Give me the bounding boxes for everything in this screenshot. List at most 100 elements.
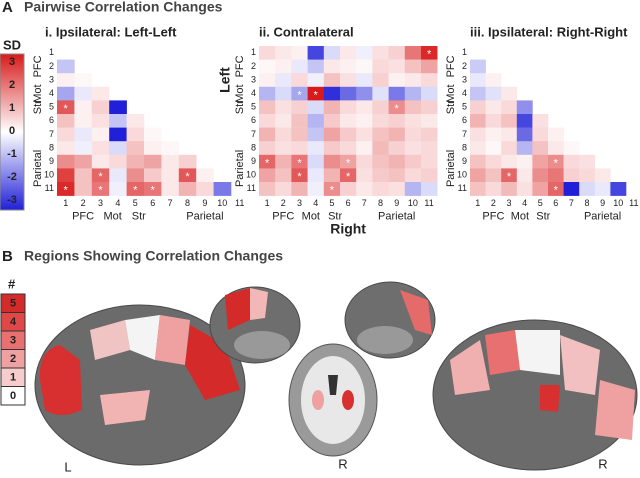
- heatmap-cell: [323, 46, 341, 60]
- heatmap-cell: [340, 141, 357, 156]
- heatmap-cell: [74, 114, 93, 128]
- heatmap-cell: [516, 182, 533, 196]
- x-tick-label: 8: [584, 198, 589, 208]
- heatmap-cell: [307, 154, 325, 169]
- heatmap-cell: [404, 59, 422, 74]
- y-group-label: Mot: [445, 84, 457, 102]
- x-tick-label: 7: [569, 198, 574, 208]
- region: [125, 315, 160, 360]
- x-tick-label: 5: [329, 198, 334, 208]
- y-group-label: Parietal: [32, 150, 44, 187]
- heatmap-cell: [340, 168, 357, 183]
- heatmap-cell: [57, 114, 75, 128]
- heatmap-cell: [404, 168, 422, 183]
- heatmap-cell: [126, 182, 145, 196]
- heatmap-cell: [307, 127, 325, 142]
- y-tick-label: 7: [251, 129, 256, 139]
- heatmap-cell: [126, 168, 145, 183]
- x-group-label: Str: [536, 211, 550, 223]
- heatmap-cell: [259, 168, 276, 183]
- significance-star: *: [507, 171, 512, 183]
- significance-star: *: [297, 90, 302, 102]
- y-tick-label: 1: [462, 47, 467, 57]
- heatmap-cell: [57, 100, 75, 115]
- heatmap-cell: [291, 86, 308, 101]
- x-tick-label: 1: [265, 198, 270, 208]
- x-tick-label: 8: [378, 198, 383, 208]
- x-tick-label: 4: [313, 198, 318, 208]
- y-group-label: Mot: [234, 84, 246, 102]
- y-tick-label: 5: [462, 102, 467, 112]
- heatmap-cell: [548, 141, 564, 156]
- heatmap-cell: [91, 86, 110, 101]
- heatmap-cell: [307, 46, 325, 60]
- y-tick-label: 9: [462, 156, 467, 166]
- significance-star: *: [330, 185, 335, 197]
- heatmap-cell: [291, 182, 308, 196]
- x-tick-label: 9: [394, 198, 399, 208]
- x-tick-label: 4: [522, 198, 527, 208]
- y-tick-label: 8: [462, 142, 467, 152]
- heatmap-cell: [421, 141, 438, 156]
- heatmap-cell: [74, 141, 93, 156]
- x-tick-label: 9: [202, 198, 207, 208]
- brain: [328, 375, 338, 395]
- region: [225, 288, 250, 330]
- significance-star: *: [98, 185, 103, 197]
- y-group-label: PFC: [32, 55, 44, 77]
- heatmap-cell: [470, 154, 486, 169]
- legend-label: 1: [10, 371, 16, 383]
- heatmap-cell: [501, 100, 518, 115]
- heatmap-cell: [109, 154, 127, 169]
- significance-star: *: [346, 171, 351, 183]
- colorbar-title: SD: [3, 37, 21, 52]
- heatmap-title: i. Ipsilateral: Left-Left: [45, 24, 177, 39]
- heatmap-cell: [470, 141, 486, 156]
- heatmap-cell: [178, 168, 197, 183]
- x-tick-label: 4: [115, 198, 120, 208]
- region: [100, 390, 150, 425]
- x-group-label: Str: [328, 211, 342, 223]
- heatmap-cell: [404, 182, 422, 196]
- y-tick-label: 1: [251, 47, 256, 57]
- significance-star: *: [133, 185, 138, 197]
- region: [90, 320, 130, 360]
- x-group-label: Mot: [511, 211, 529, 223]
- heatmap-cell: [388, 86, 406, 101]
- heatmap-cell: [340, 86, 357, 101]
- heatmap-cell: [74, 100, 93, 115]
- heatmap-cell: [516, 114, 533, 128]
- heatmap-cell: [356, 59, 373, 74]
- heatmap-cell: [144, 182, 162, 196]
- region: [515, 330, 560, 375]
- legend-swatch: [0, 386, 26, 406]
- hemisphere-label: R: [338, 456, 347, 471]
- heatmap-cell: [532, 114, 549, 128]
- x-tick-label: 6: [553, 198, 558, 208]
- hemisphere-label: R: [598, 456, 607, 471]
- heatmap-cell: [421, 154, 438, 169]
- heatmap-cell: [291, 114, 308, 128]
- panel-label: A: [2, 0, 13, 16]
- heatmap-cell: [91, 154, 110, 169]
- heatmap-cell: [470, 127, 486, 142]
- heatmap-cell: [388, 141, 406, 156]
- heatmap-cell: [307, 168, 325, 183]
- x-tick-label: 8: [185, 198, 190, 208]
- heatmap-cell: [259, 59, 276, 74]
- heatmap-cell: [421, 127, 438, 142]
- legend-title: #: [8, 276, 16, 291]
- heatmap-cell: [196, 168, 214, 183]
- heatmap-cell: [485, 127, 502, 142]
- heatmap-cell: [356, 127, 373, 142]
- y-group-label: Parietal: [445, 150, 457, 187]
- heatmap-cell: [275, 168, 292, 183]
- heatmap-cell: [307, 114, 325, 128]
- y-tick-label: 8: [49, 142, 54, 152]
- heatmap-cell: [161, 141, 180, 156]
- heatmap-cell: [594, 182, 611, 196]
- heatmap-cell: [109, 114, 127, 128]
- significance-star: *: [554, 158, 559, 170]
- heatmap-cell: [259, 46, 276, 60]
- heatmap-cell: [421, 86, 438, 101]
